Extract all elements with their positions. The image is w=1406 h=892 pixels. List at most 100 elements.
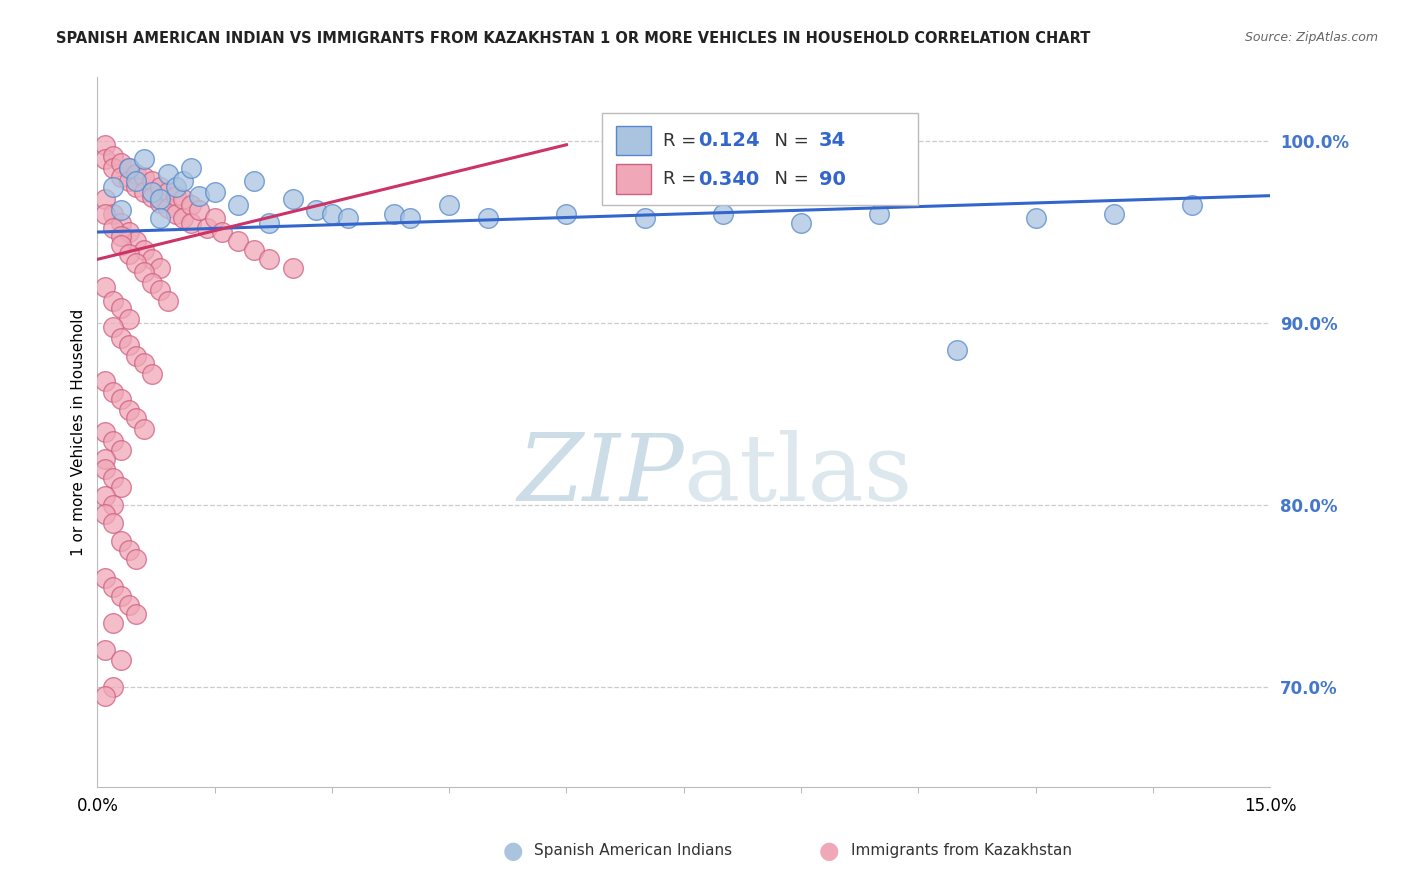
Point [188,203,211,218]
Point [336,211,359,225]
Point [156,294,179,309]
Point [94,489,117,503]
Bar [616,126,651,155]
Point [399,211,422,225]
Point [149,211,172,225]
Point [242,174,264,188]
Point [172,211,194,225]
Point [134,170,156,185]
Point [101,498,124,512]
Point [94,452,117,467]
Point [110,156,132,170]
Text: 90: 90 [818,169,845,189]
Text: R =: R = [662,170,702,188]
Point [204,211,226,225]
Point [125,552,148,566]
Bar [602,113,918,205]
Text: atlas: atlas [683,430,912,520]
Point [117,543,139,558]
Point [149,196,172,211]
Point [94,425,117,439]
Point [125,410,148,425]
Text: 0.340: 0.340 [697,169,759,189]
Point [305,203,328,218]
Point [101,385,124,400]
Point [172,192,194,206]
Point [117,225,139,239]
Point [180,198,202,212]
Point [790,216,813,230]
Point [1025,211,1047,225]
Point [94,137,117,152]
Point [94,571,117,585]
Point [110,301,132,316]
Point [94,374,117,388]
Point [101,516,124,530]
Text: N =: N = [763,170,815,188]
Point [141,252,163,267]
Point [633,211,655,225]
Point [110,480,132,494]
Point [226,198,249,212]
Point [101,207,124,221]
Point [134,153,156,167]
Point [110,170,132,185]
Point [125,234,148,248]
Point [156,167,179,181]
Point [180,216,202,230]
Text: R =: R = [662,132,702,150]
Point [281,192,304,206]
Text: ZIP: ZIP [517,430,683,520]
Point [125,174,148,188]
Point [94,192,117,206]
Point [125,167,148,181]
Point [141,276,163,290]
Point [259,216,281,230]
Point [321,207,343,221]
Point [555,207,578,221]
Point [101,470,124,484]
Point [149,192,172,206]
Point [125,256,148,270]
Point [134,421,156,435]
Point [141,367,163,381]
Point [134,265,156,279]
Point [117,161,139,176]
Point [242,244,264,258]
Y-axis label: 1 or more Vehicles in Household: 1 or more Vehicles in Household [72,309,86,556]
Text: SPANISH AMERICAN INDIAN VS IMMIGRANTS FROM KAZAKHSTAN 1 OR MORE VEHICLES IN HOUS: SPANISH AMERICAN INDIAN VS IMMIGRANTS FR… [56,31,1091,46]
Point [711,207,734,221]
Point [101,149,124,163]
Point [94,279,117,293]
Point [110,443,132,458]
Point [94,507,117,521]
Point [868,207,890,221]
Text: 0.124: 0.124 [697,131,759,150]
Text: ●: ● [820,839,839,863]
Point [117,403,139,417]
Point [134,185,156,199]
Point [156,185,179,199]
Point [204,185,226,199]
Point [281,261,304,276]
Point [110,392,132,407]
Point [141,174,163,188]
Text: ●: ● [503,839,523,863]
Point [384,207,406,221]
Point [94,643,117,657]
Point [165,207,187,221]
Point [110,330,132,344]
Point [101,221,124,235]
Point [101,319,124,334]
Point [180,161,202,176]
Point [110,203,132,218]
Text: 34: 34 [818,131,846,150]
Point [117,312,139,326]
Point [149,261,172,276]
Point [259,252,281,267]
Point [101,161,124,176]
Point [101,434,124,449]
Point [101,680,124,694]
Point [156,202,179,216]
Point [94,689,117,703]
